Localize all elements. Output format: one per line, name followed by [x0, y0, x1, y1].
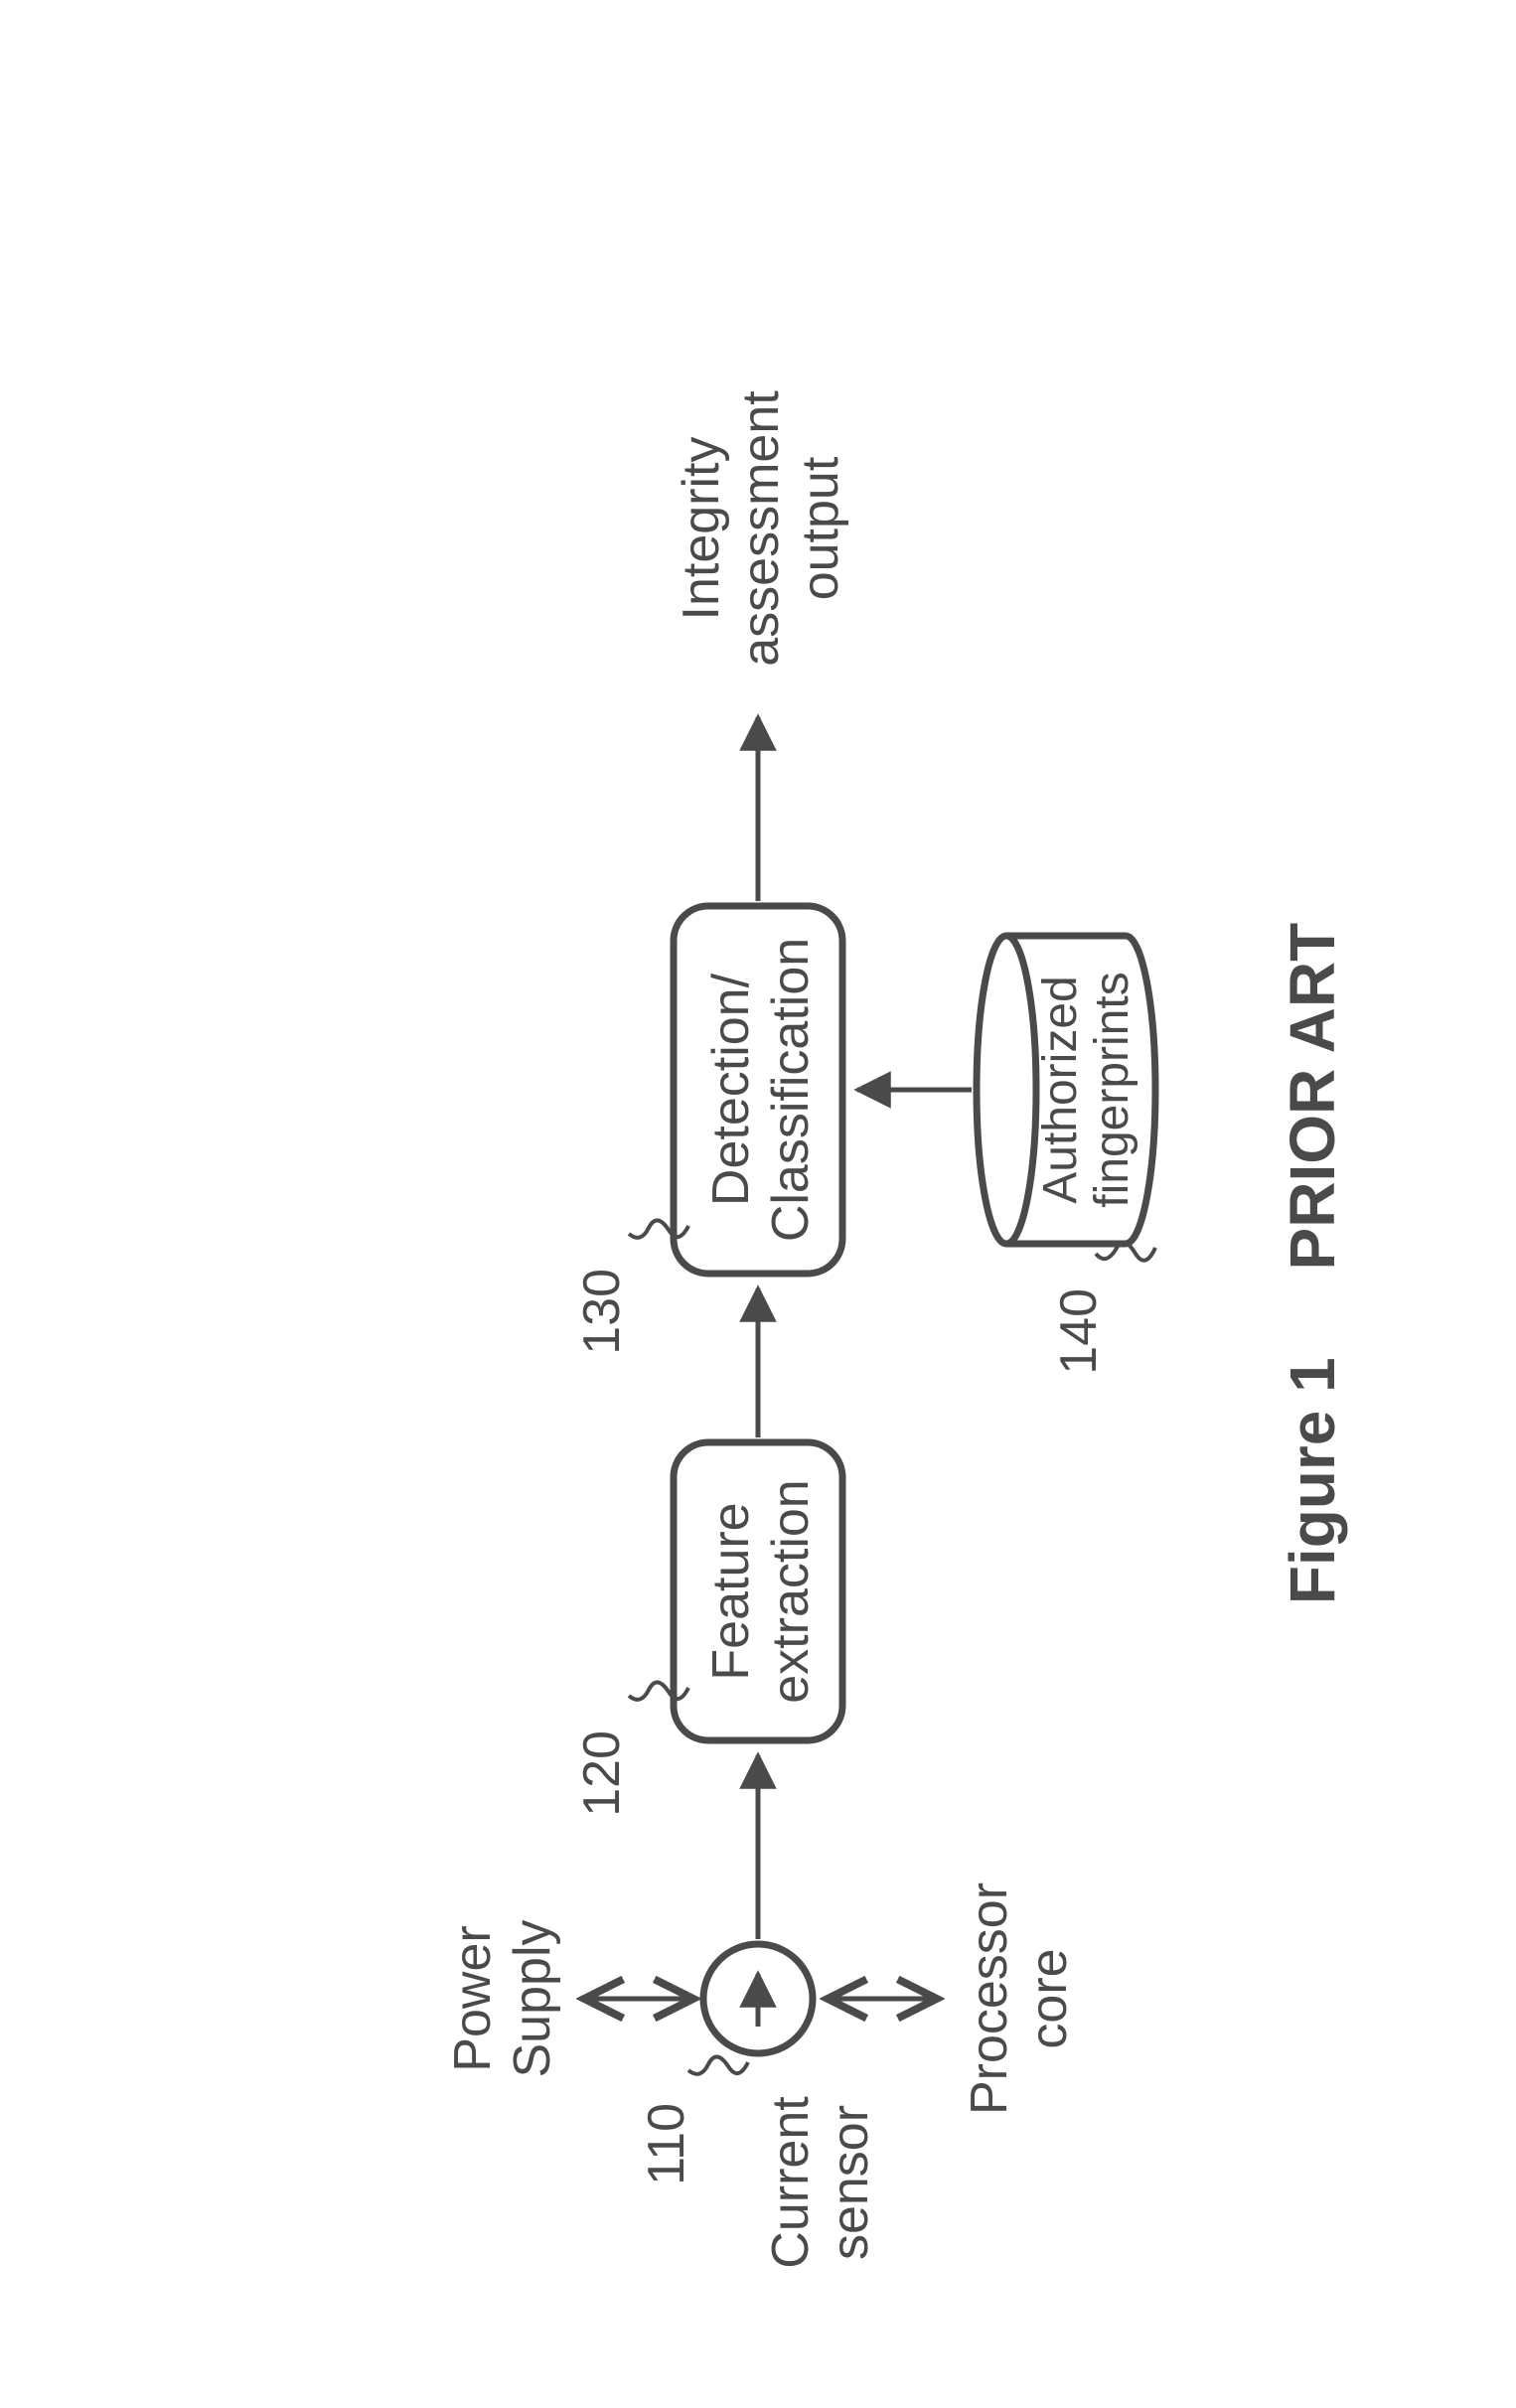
ref-130: 130 [573, 1269, 631, 1355]
ref-squiggle-120 [629, 1682, 688, 1699]
output-label: Integrity assessment output [673, 390, 849, 667]
svg-text:core: core [1020, 1948, 1078, 2048]
figure-caption: Figure 1 PRIOR ART [1277, 923, 1348, 1604]
ref-squiggle-110 [688, 2056, 748, 2073]
diagram-canvas: Power Supply 110 Current sensor Processo… [0, 0, 1516, 2408]
processor-core-line2: core [1020, 1948, 1078, 2048]
power-supply-label: Power Supply [444, 1920, 561, 2078]
ref-140: 140 [1050, 1288, 1108, 1375]
processor-core-label: Processor core [961, 1882, 1078, 2115]
output-line3: output [792, 456, 849, 600]
ref-squiggle-130 [629, 1220, 688, 1237]
svg-text:Feature: Feature [702, 1502, 760, 1680]
detection-line1: Detection/ [702, 973, 760, 1206]
fingerprints-node: Authorized fingerprints [977, 936, 1155, 1244]
svg-text:output: output [792, 456, 849, 600]
svg-text:sensor: sensor [822, 2105, 879, 2260]
detection-line2: Classification [762, 938, 820, 1242]
svg-text:Detection/: Detection/ [702, 973, 760, 1206]
fp-line1: Authorized [1034, 976, 1087, 1203]
current-sensor-label: Current sensor [762, 2096, 879, 2269]
svg-text:Authorized: Authorized [1034, 976, 1087, 1203]
svg-text:Integrity: Integrity [673, 437, 730, 621]
output-line1: Integrity [673, 437, 730, 621]
fp-line2: fingerprints [1086, 972, 1138, 1207]
svg-text:extraction: extraction [762, 1479, 820, 1703]
svg-text:Current: Current [762, 2096, 820, 2269]
caption-fig: Figure 1 [1277, 1357, 1348, 1604]
svg-text:Processor: Processor [961, 1882, 1018, 2115]
svg-text:assessment: assessment [732, 390, 790, 667]
svg-text:Power: Power [444, 1925, 502, 2071]
feature-extraction-node: Feature extraction [674, 1442, 842, 1740]
current-sensor-node [703, 1944, 813, 2053]
power-supply-line2: Supply [504, 1920, 561, 2078]
current-sensor-line1: Current [762, 2096, 820, 2269]
ref-120: 120 [573, 1731, 631, 1817]
current-sensor-line2: sensor [822, 2105, 879, 2260]
svg-text:Classification: Classification [762, 938, 820, 1242]
ref-110: 110 [638, 2103, 695, 2185]
feature-line1: Feature [702, 1502, 760, 1680]
output-line2: assessment [732, 390, 790, 667]
svg-text:Figure 1 PRIOR ART: Figure 1 PRIOR ART [1277, 923, 1348, 1604]
svg-text:Supply: Supply [504, 1920, 561, 2078]
detection-node: Detection/ Classification [674, 906, 842, 1274]
feature-line2: extraction [762, 1479, 820, 1703]
caption-prior: PRIOR ART [1277, 923, 1348, 1271]
svg-text:fingerprints: fingerprints [1086, 972, 1138, 1207]
processor-core-line1: Processor [961, 1882, 1018, 2115]
power-supply-line1: Power [444, 1925, 502, 2071]
